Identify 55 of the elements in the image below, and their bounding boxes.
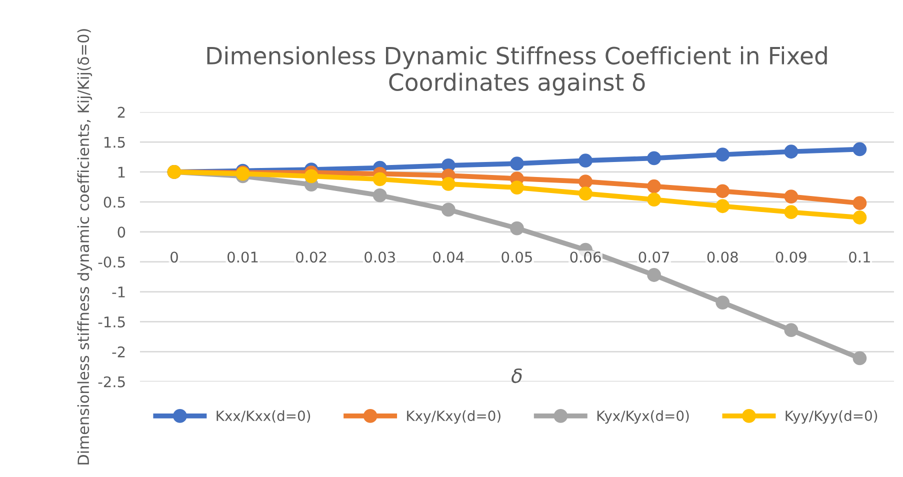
x-axis-title: δ	[512, 368, 522, 384]
y-tick-label: -1.5	[98, 316, 125, 328]
y-tick-label: -2	[112, 346, 125, 358]
x-tick-label: 0.1	[849, 252, 870, 263]
x-tick-label: 0.07	[638, 252, 670, 263]
y-tick-label: -1	[112, 286, 125, 298]
point	[510, 156, 524, 171]
point	[716, 199, 730, 214]
point	[647, 192, 662, 206]
point	[578, 186, 592, 200]
point	[647, 268, 662, 282]
x-tick-label: 0.04	[433, 252, 464, 263]
y-tick-label: 1	[118, 166, 125, 178]
y-tick-label: 2	[118, 106, 125, 118]
x-tick-label: 0	[170, 252, 178, 263]
point	[716, 296, 730, 310]
x-tick-label: 0.03	[364, 252, 395, 263]
point	[784, 144, 798, 159]
point	[304, 169, 318, 184]
x-tick-label: 0.02	[296, 252, 326, 263]
point	[784, 205, 798, 220]
y-tick-label: 0	[118, 226, 126, 238]
point	[510, 180, 524, 194]
point	[852, 196, 867, 210]
point	[716, 148, 730, 162]
chart-title: Dimensionless Dynamic Stiffness Coefficient in Fixed Coordinates against δ	[207, 46, 827, 96]
x-tick-label: 0.06	[570, 252, 601, 263]
point	[852, 210, 867, 224]
y-tick-label: 0.5	[104, 196, 125, 208]
x-tick-label: 0.05	[502, 252, 532, 263]
x-tick-label: 0.08	[707, 252, 738, 263]
y-tick-label: -0.5	[98, 256, 125, 268]
point	[372, 172, 387, 186]
point	[578, 154, 592, 168]
point	[852, 351, 867, 366]
x-tick-label: 0.01	[228, 252, 258, 263]
point	[578, 174, 592, 189]
point	[510, 221, 524, 236]
point	[441, 177, 456, 191]
y-tick-label: 1.5	[104, 136, 125, 148]
point	[716, 184, 730, 198]
point	[647, 151, 662, 166]
y-tick-label: -2.5	[98, 376, 125, 388]
point	[784, 190, 798, 204]
point	[441, 202, 456, 217]
legend-label: Kyx/Kyx(d=0)	[597, 410, 689, 424]
x-tick-label: 0.09	[776, 252, 806, 263]
legend-label: Kyy/Kyy(d=0)	[786, 410, 878, 424]
point	[372, 188, 387, 202]
point	[784, 323, 798, 338]
y-axis-title: Dimensionless stiffness dynamic coefficients, Kij/Kij(δ=0)	[77, 29, 92, 464]
point	[852, 142, 867, 156]
point	[647, 179, 662, 194]
legend-label: Kxx/Kxx(d=0)	[216, 410, 310, 423]
legend-label: Kxy/Kxy(d=0)	[407, 410, 500, 424]
